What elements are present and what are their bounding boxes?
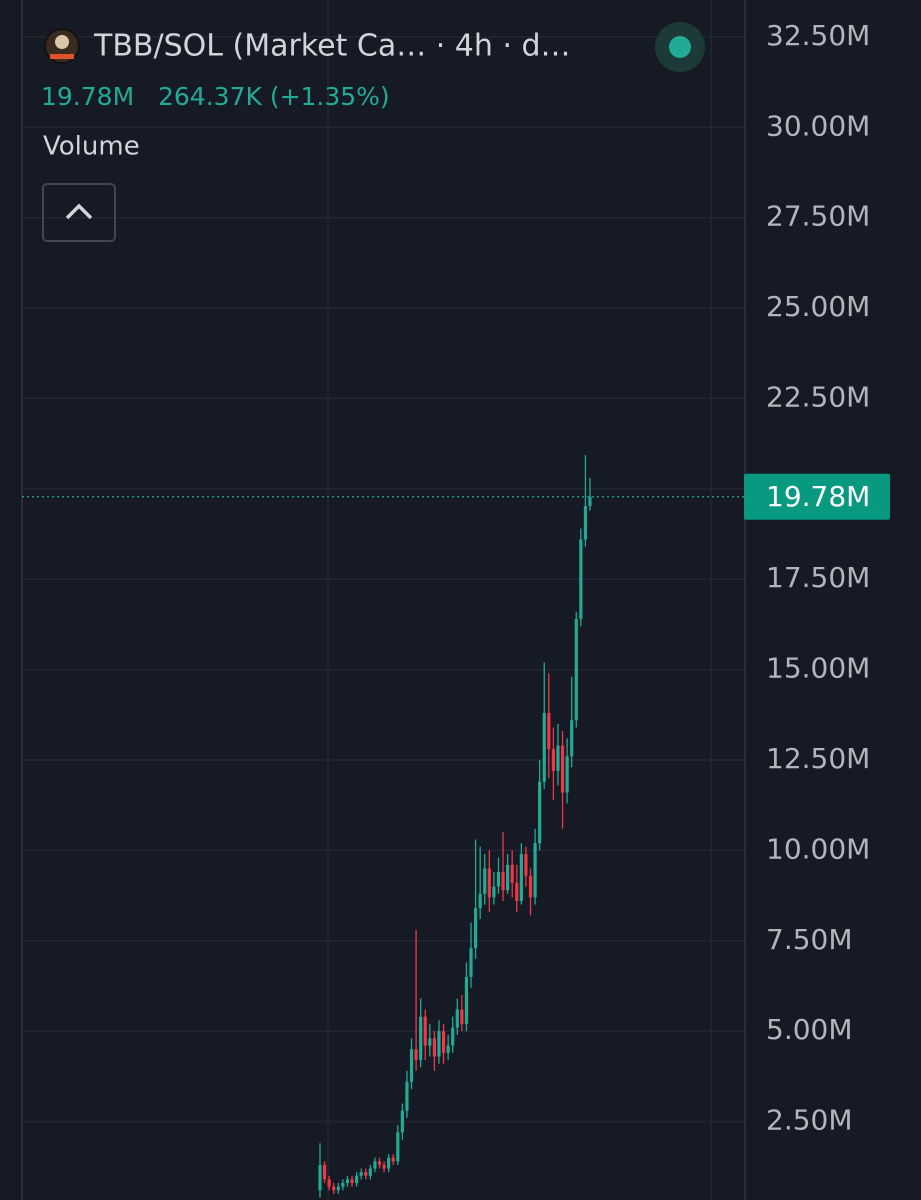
- candle-body: [382, 1164, 386, 1169]
- candle-body: [469, 947, 473, 977]
- candle-body: [560, 745, 565, 793]
- candle-body: [441, 1031, 446, 1053]
- candle-body: [373, 1161, 377, 1169]
- indicator-label: Volume: [43, 132, 140, 162]
- candle-body: [368, 1168, 372, 1176]
- candle-body: [538, 781, 542, 844]
- candle-body: [583, 506, 588, 540]
- candle-body: [473, 908, 478, 948]
- candle-body: [350, 1179, 354, 1184]
- candle-body: [455, 1009, 459, 1028]
- candle-body: [464, 976, 469, 1024]
- candle-body: [432, 1038, 437, 1057]
- candle-body: [414, 1049, 418, 1061]
- status-dot: [669, 36, 691, 58]
- candle-body: [341, 1183, 345, 1187]
- y-tick-label: 10.00M: [766, 832, 870, 865]
- candle-body: [409, 1049, 414, 1082]
- candle-body: [519, 853, 523, 901]
- candle-body: [528, 875, 533, 898]
- candle-body: [364, 1172, 368, 1176]
- y-tick-label: 22.50M: [766, 380, 870, 413]
- candle-body: [396, 1132, 400, 1162]
- candle-body: [327, 1179, 331, 1187]
- last-price-badge: [744, 473, 890, 520]
- legend-change: 264.37K (+1.35%): [158, 82, 390, 111]
- candle-body: [570, 720, 574, 757]
- candle-body: [478, 893, 482, 909]
- y-tick-label: 12.50M: [766, 742, 870, 775]
- collapse-button[interactable]: [42, 183, 116, 242]
- candle-body: [501, 872, 505, 891]
- candle-body: [492, 886, 496, 898]
- candle-body: [451, 1027, 455, 1046]
- candle-body: [336, 1186, 340, 1191]
- candle-body: [547, 712, 551, 750]
- y-tick-label: 2.50M: [766, 1104, 853, 1137]
- candle-body: [391, 1157, 395, 1162]
- candle-body: [533, 843, 537, 898]
- candle-body: [579, 539, 583, 619]
- grid: [22, 36, 745, 1123]
- candle-body: [345, 1179, 350, 1184]
- candle-body: [515, 882, 519, 901]
- candle-body: [405, 1081, 409, 1111]
- candles: [318, 455, 592, 1198]
- candle-body: [574, 618, 578, 721]
- candle-body: [483, 868, 487, 894]
- candle-body: [318, 1164, 322, 1191]
- last-price-label: 19.78M: [766, 480, 870, 513]
- candle-body: [506, 864, 510, 891]
- candle-body: [437, 1031, 441, 1057]
- y-tick-label: 27.50M: [766, 200, 870, 233]
- candle-body: [377, 1161, 382, 1165]
- candle-body: [419, 1016, 423, 1061]
- y-tick-label: 5.00M: [766, 1013, 853, 1046]
- candle-body: [565, 756, 569, 793]
- candle-body: [446, 1045, 450, 1053]
- candle-body: [496, 872, 501, 887]
- y-tick-label: 17.50M: [766, 561, 870, 594]
- candle-body: [556, 745, 560, 771]
- y-tick-label: 7.50M: [766, 923, 853, 956]
- chevron-up-icon: [65, 203, 93, 220]
- token-logo-text: [50, 54, 74, 59]
- candle-body: [460, 1009, 464, 1024]
- candle-body: [322, 1164, 327, 1180]
- candle-body: [359, 1172, 363, 1176]
- y-tick-label: 15.00M: [766, 652, 870, 685]
- candle-body: [588, 496, 592, 507]
- y-tick-label: 32.50M: [766, 19, 870, 52]
- candle-body: [510, 864, 514, 883]
- candle-body: [355, 1175, 359, 1184]
- candle-body: [423, 1016, 427, 1046]
- chart-title: TBB/SOL (Market Ca… · 4h · d…: [93, 29, 571, 64]
- candle-body: [542, 712, 546, 782]
- candle-body: [332, 1186, 336, 1191]
- candle-body: [428, 1038, 432, 1046]
- candle-body: [387, 1157, 391, 1169]
- candle-body: [487, 868, 491, 898]
- y-tick-label: 25.00M: [766, 290, 870, 323]
- candle-body: [400, 1110, 404, 1133]
- legend-value: 19.78M: [41, 82, 134, 111]
- token-logo-face: [55, 35, 69, 49]
- y-tick-label: 30.00M: [766, 109, 870, 142]
- candle-body: [551, 749, 555, 771]
- candle-body: [524, 853, 528, 876]
